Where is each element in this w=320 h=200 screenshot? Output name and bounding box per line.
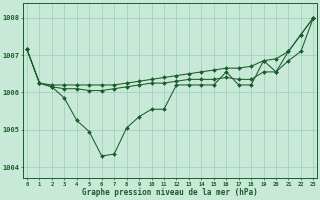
X-axis label: Graphe pression niveau de la mer (hPa): Graphe pression niveau de la mer (hPa) <box>82 188 258 197</box>
